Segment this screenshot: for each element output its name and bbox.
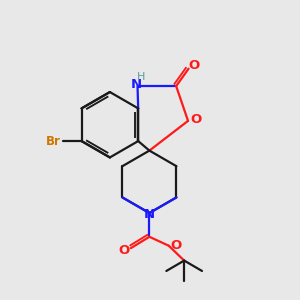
Text: N: N — [130, 78, 142, 92]
Text: O: O — [190, 113, 201, 126]
Text: O: O — [119, 244, 130, 257]
Text: Br: Br — [46, 135, 61, 148]
Text: O: O — [170, 239, 182, 252]
Text: O: O — [188, 58, 200, 72]
Text: H: H — [137, 72, 145, 82]
Text: N: N — [144, 208, 155, 221]
